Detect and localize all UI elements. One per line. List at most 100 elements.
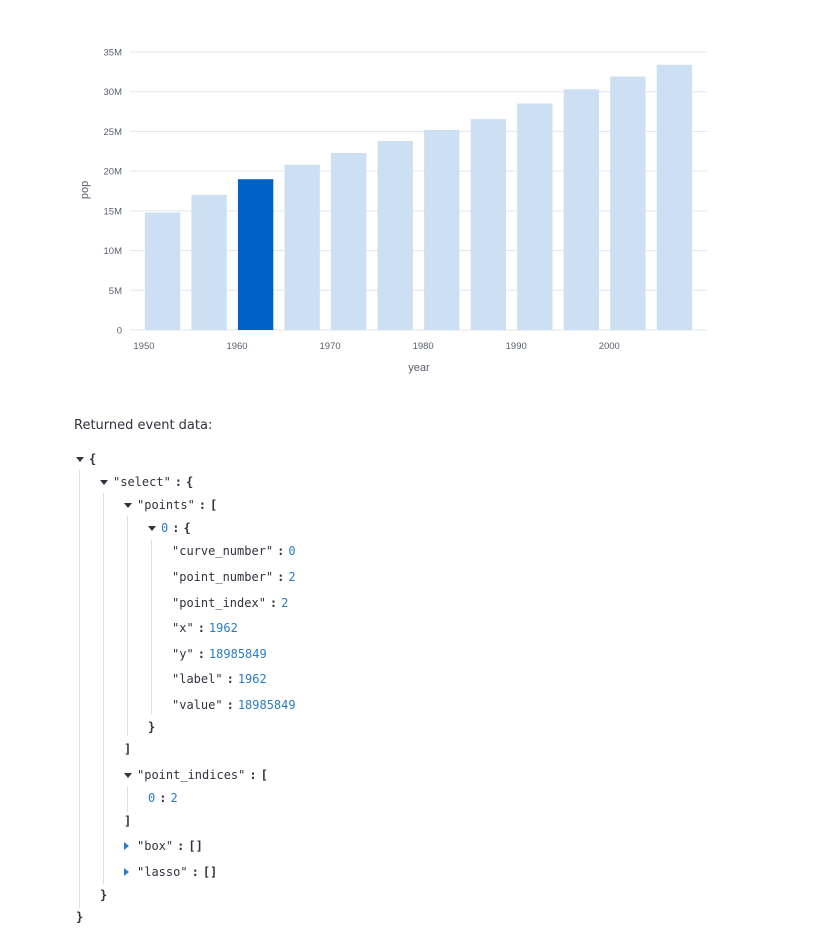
y-tick-label: 0 xyxy=(117,326,122,337)
x-axis-title: year xyxy=(408,362,430,374)
json-value: 2 xyxy=(281,596,289,610)
json-indent-guide xyxy=(127,516,128,736)
json-bracket: { xyxy=(183,521,191,535)
expand-caret-icon[interactable] xyxy=(124,868,129,876)
bar-1957[interactable] xyxy=(191,194,227,330)
json-bracket: [] xyxy=(188,839,203,853)
bar-1952[interactable] xyxy=(144,212,181,330)
json-colon: : xyxy=(277,570,285,584)
bar-2007[interactable] xyxy=(656,64,693,331)
json-line: "lasso":[] xyxy=(137,864,217,880)
y-tick-label: 15M xyxy=(104,206,123,217)
x-tick-label: 1950 xyxy=(133,341,154,352)
y-tick-label: 20M xyxy=(104,167,123,178)
json-colon: : xyxy=(174,475,183,489)
x-tick-label: 1960 xyxy=(226,341,247,352)
json-bracket: } xyxy=(100,888,108,902)
json-key: "label" xyxy=(172,672,223,686)
json-bracket: [] xyxy=(202,865,218,879)
y-tick-label: 5M xyxy=(109,286,122,297)
json-bracket: } xyxy=(148,720,156,734)
collapse-caret-icon[interactable] xyxy=(124,503,132,508)
json-value: 2 xyxy=(288,570,296,584)
json-value: 18985849 xyxy=(208,647,267,661)
json-value: 2 xyxy=(170,791,178,805)
json-colon: : xyxy=(198,498,207,512)
bar-1982[interactable] xyxy=(424,129,460,330)
json-line: "point_index":2 xyxy=(172,595,288,611)
json-colon: : xyxy=(197,621,205,635)
json-line: ] xyxy=(124,813,131,829)
x-tick-label: 1980 xyxy=(413,341,434,352)
json-line: 0:{ xyxy=(161,520,191,536)
json-value: 1962 xyxy=(208,621,238,635)
json-line: "points":[ xyxy=(137,497,217,513)
bar-1987[interactable] xyxy=(470,119,506,330)
json-key: "point_index" xyxy=(172,596,266,610)
bar-1967[interactable] xyxy=(284,164,320,330)
json-key: "point_indices" xyxy=(137,768,246,782)
json-colon: : xyxy=(191,865,199,879)
json-line: "value":18985849 xyxy=(172,697,296,713)
json-bracket: [ xyxy=(260,768,268,782)
json-bracket: [ xyxy=(210,498,218,512)
x-tick-label: 2000 xyxy=(599,341,620,352)
json-indent-guide xyxy=(103,493,104,884)
collapse-caret-icon[interactable] xyxy=(100,480,108,485)
json-bracket: } xyxy=(76,910,84,924)
bar-1997[interactable] xyxy=(563,89,600,330)
collapse-caret-icon[interactable] xyxy=(76,457,84,462)
bar-1992[interactable] xyxy=(517,103,553,330)
json-bracket: { xyxy=(186,475,194,489)
json-key: "curve_number" xyxy=(172,544,274,558)
json-colon: : xyxy=(172,521,180,535)
json-line: } xyxy=(76,909,83,925)
json-colon: : xyxy=(226,698,234,712)
json-value: 1962 xyxy=(237,672,267,686)
expand-caret-icon[interactable] xyxy=(124,842,129,850)
bar-1972[interactable] xyxy=(331,152,367,330)
json-colon: : xyxy=(159,791,167,805)
json-key: "y" xyxy=(172,647,194,661)
json-key: "x" xyxy=(172,621,194,635)
json-key: "point_number" xyxy=(172,570,274,584)
collapse-caret-icon[interactable] xyxy=(148,526,156,531)
json-key: "lasso" xyxy=(137,865,188,879)
json-line: "y":18985849 xyxy=(172,646,267,662)
json-colon: : xyxy=(177,839,185,853)
bar-1962[interactable] xyxy=(237,179,274,330)
json-line: "x":1962 xyxy=(172,620,238,636)
collapse-caret-icon[interactable] xyxy=(124,773,132,778)
json-bracket: ] xyxy=(124,742,132,756)
json-key: 0 xyxy=(161,521,169,535)
json-line: "point_number":2 xyxy=(172,569,296,585)
bar-2002[interactable] xyxy=(610,76,646,330)
y-tick-label: 10M xyxy=(104,246,123,257)
json-colon: : xyxy=(269,596,278,610)
json-colon: : xyxy=(226,672,234,686)
json-key: "box" xyxy=(137,839,174,853)
json-line: "select":{ xyxy=(113,474,193,490)
json-indent-guide xyxy=(127,786,128,812)
json-key: "points" xyxy=(137,498,195,512)
json-line: { xyxy=(89,451,96,467)
json-line: "point_indices":[ xyxy=(137,767,268,783)
json-line: "box":[] xyxy=(137,838,203,854)
json-line: "curve_number":0 xyxy=(172,543,296,559)
json-colon: : xyxy=(277,544,285,558)
json-bracket: { xyxy=(89,452,97,466)
json-line: 0:2 xyxy=(148,790,178,806)
json-value: 18985849 xyxy=(237,698,296,712)
json-value: 0 xyxy=(288,544,296,558)
event-data-label: Returned event data: xyxy=(74,418,213,433)
bar-1977[interactable] xyxy=(377,140,413,330)
y-axis-ticks: 0 5M 10M 15M 20M 25M 30M 35M xyxy=(104,48,123,337)
y-axis-title: pop xyxy=(79,181,91,199)
json-line: } xyxy=(100,887,107,903)
json-line: } xyxy=(148,719,155,735)
chart-bars[interactable] xyxy=(144,64,693,331)
json-key: "value" xyxy=(172,698,223,712)
json-key: "select" xyxy=(113,475,171,489)
json-indent-guide xyxy=(79,470,80,908)
